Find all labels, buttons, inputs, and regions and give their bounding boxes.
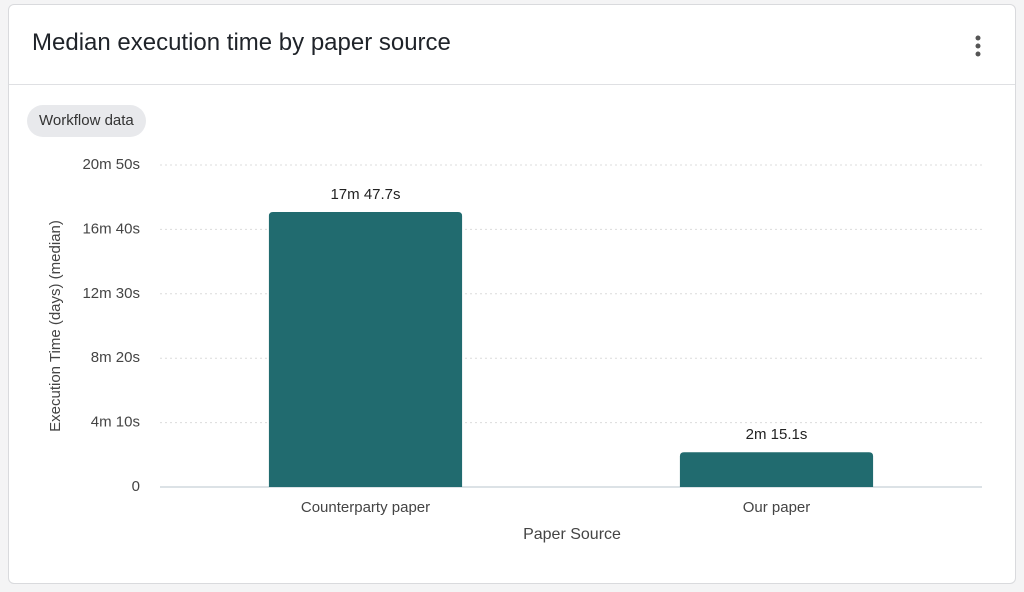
y-axis-label: Execution Time (days) (median) [47,220,64,432]
value-label: 17m 47.7s [330,186,400,203]
divider [9,84,1015,85]
card-title: Median execution time by paper source [32,29,451,56]
y-tick-label: 0 [132,478,140,495]
chip[interactable]: Workflow data [27,105,146,137]
y-tick-label: 16m 40s [82,220,140,237]
more-menu[interactable] [971,33,985,63]
y-tick-label: 4m 10s [91,414,140,431]
x-tick-label: Our paper [743,499,811,516]
x-axis-label: Paper Source [523,526,621,543]
y-tick-label: 12m 30s [82,285,140,302]
y-tick-label: 20m 50s [82,156,140,173]
x-tick-label: Counterparty paper [301,499,430,516]
bar [679,452,874,487]
y-tick-label: 8m 20s [91,349,140,366]
bar [268,211,463,487]
value-label: 2m 15.1s [746,426,808,443]
